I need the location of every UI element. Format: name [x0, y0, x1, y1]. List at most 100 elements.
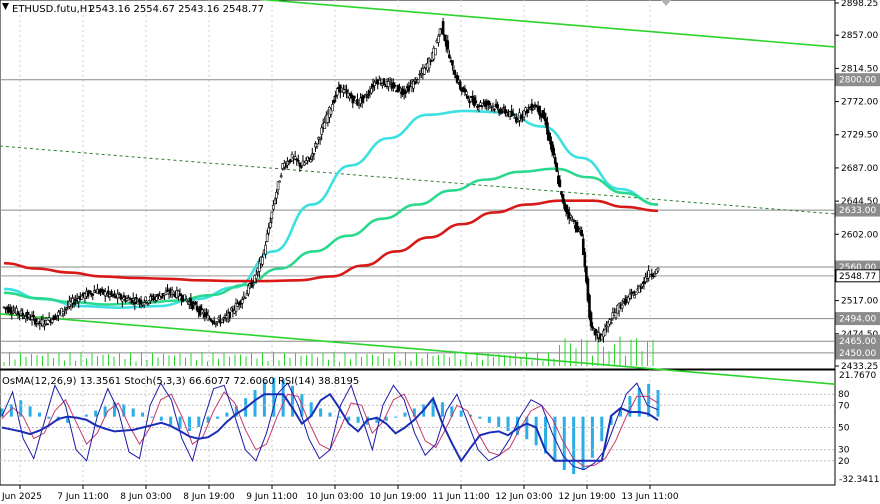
osma-bar	[515, 416, 519, 436]
time-label: 12 Jun 03:00	[495, 492, 552, 502]
candle-body	[560, 191, 563, 195]
candle-body	[127, 297, 130, 300]
time-label: 13 Jun 11:00	[621, 492, 678, 502]
candle-body	[360, 96, 364, 103]
candle-body	[198, 306, 202, 316]
candle-body	[119, 294, 123, 300]
candle-body	[334, 95, 337, 97]
osma-bar	[169, 416, 173, 425]
stoch-axis-label: 80	[838, 390, 850, 400]
candle-body	[320, 127, 323, 135]
osma-bar	[403, 412, 407, 417]
osma-bar	[47, 416, 51, 419]
price-tag	[835, 346, 880, 360]
candle-body	[438, 28, 442, 35]
candle-body	[466, 95, 470, 99]
stoch-axis-label: 70	[838, 401, 850, 411]
candle-body	[569, 215, 573, 218]
candle-body	[91, 293, 95, 296]
time-label: 10 Jun 19:00	[369, 492, 426, 502]
candle-body	[15, 307, 18, 315]
osma-bar	[187, 416, 191, 432]
price-axis: 2898.25 2857.00 2814.50 2772.00 2729.50 2687.…	[835, 0, 879, 485]
candle-body	[208, 317, 211, 320]
stoch-axis-label: 50	[838, 424, 850, 434]
candle-body	[43, 324, 46, 327]
osma-bar	[647, 383, 651, 417]
osma-bar	[9, 404, 13, 417]
candle-body	[575, 221, 579, 232]
scroll-marker-icon[interactable]	[661, 0, 671, 6]
price-tick-label: 2814.50	[841, 64, 878, 74]
candle-body	[362, 95, 366, 99]
osma-bar	[328, 412, 332, 417]
candle-body	[21, 312, 24, 316]
candle-body	[639, 287, 643, 289]
candle-body	[468, 100, 471, 104]
candle-body	[214, 323, 218, 325]
candle-body	[655, 269, 658, 274]
candle-body	[108, 294, 112, 297]
candle-body	[105, 294, 109, 297]
osma-bar	[19, 400, 23, 417]
candle-body	[527, 106, 531, 109]
candle-body	[500, 111, 504, 113]
osma-bar	[544, 416, 548, 454]
candle-body	[448, 54, 451, 59]
osma-bar	[506, 416, 510, 432]
candle-body	[357, 103, 361, 106]
horizontal-levels	[0, 79, 835, 354]
candle-body	[113, 293, 116, 296]
candle-body	[287, 162, 291, 165]
stoch-main-line	[1, 382, 659, 471]
candle-body	[32, 315, 35, 318]
candle-body	[388, 82, 392, 85]
candle-body	[61, 311, 65, 315]
candle-body	[303, 162, 306, 166]
candle-body	[458, 81, 462, 90]
osma-bar	[440, 402, 444, 417]
osma-bar	[272, 377, 276, 417]
candle-body	[284, 165, 288, 168]
osma-bar	[450, 406, 454, 417]
trend-channel	[0, 0, 836, 385]
osma-bar	[112, 402, 116, 417]
osma-bar	[534, 416, 538, 446]
osma-bar	[197, 416, 201, 427]
rsi-line	[1, 392, 659, 463]
candle-body	[356, 99, 359, 106]
osma-axis-label: -32.3411	[839, 475, 879, 485]
candle-body	[212, 320, 216, 324]
candle-body	[631, 291, 635, 294]
candle-body	[147, 300, 151, 304]
candle-body	[309, 159, 313, 163]
candle-body	[233, 309, 236, 314]
candle-body	[272, 205, 275, 210]
osma-bar	[412, 408, 416, 417]
candle-body	[583, 252, 587, 268]
price-tick-label: 2602.00	[841, 230, 878, 240]
candle-body	[275, 191, 278, 199]
osma-bar	[628, 396, 632, 417]
candle-body	[480, 105, 484, 108]
osma-bar	[159, 416, 163, 421]
osma-bar	[225, 412, 229, 417]
time-label: 7 Jun 11:00	[57, 492, 109, 502]
candle-body	[54, 315, 57, 320]
osma-bar	[84, 414, 88, 417]
candle-body	[550, 141, 554, 153]
candle-body	[434, 47, 437, 56]
osma-bar	[431, 400, 435, 417]
collapse-triangle-icon[interactable]	[2, 3, 9, 10]
candle-body	[110, 291, 113, 296]
candle-body	[555, 163, 559, 172]
osma-bar	[309, 402, 313, 417]
candle-body	[149, 296, 152, 302]
candle-body	[30, 316, 34, 320]
candle-body	[627, 296, 630, 303]
price-tick-label: 2772.00	[841, 98, 878, 108]
candle-body	[184, 299, 188, 302]
ema-green-line	[3, 167, 659, 306]
